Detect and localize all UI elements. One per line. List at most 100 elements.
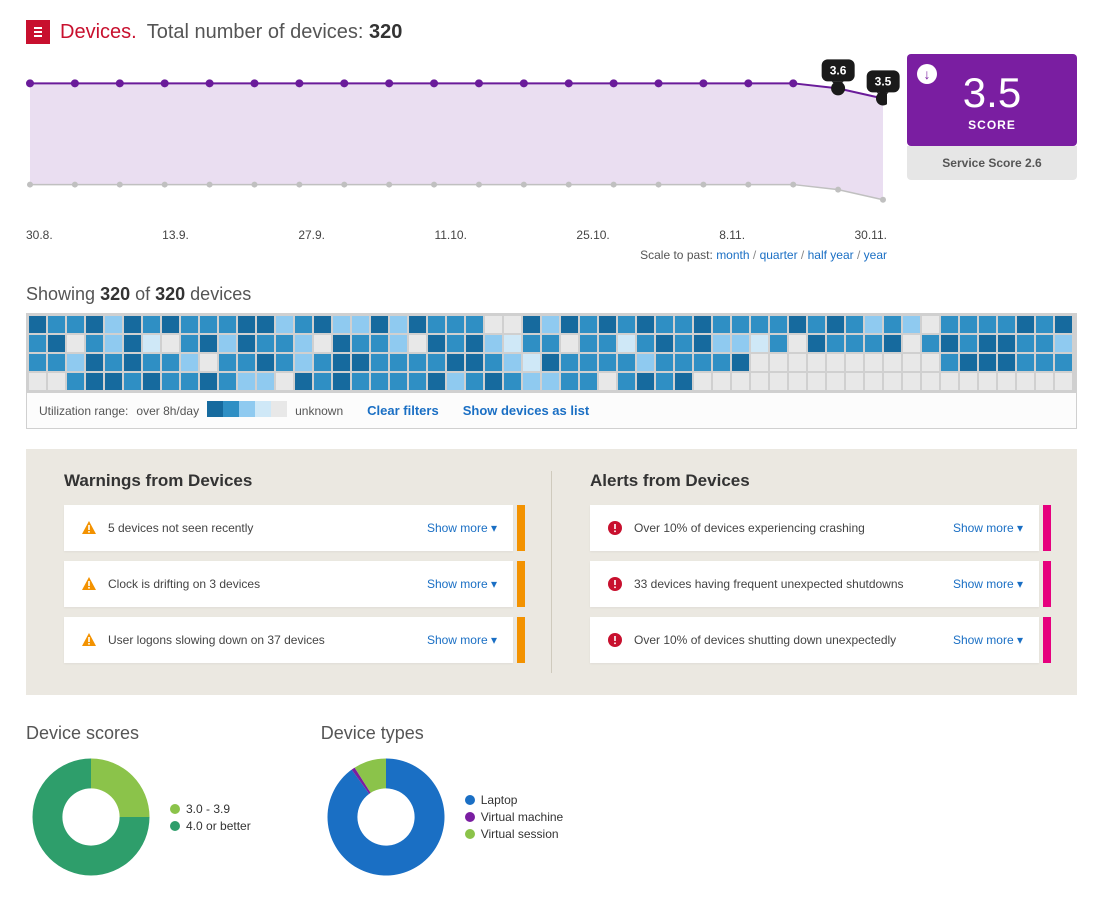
heatmap-cell[interactable] — [1055, 373, 1072, 390]
heatmap-cell[interactable] — [295, 373, 312, 390]
heatmap-cell[interactable] — [200, 373, 217, 390]
heatmap-cell[interactable] — [295, 316, 312, 333]
heatmap-cell[interactable] — [941, 373, 958, 390]
heatmap-cell[interactable] — [884, 316, 901, 333]
heatmap-cell[interactable] — [143, 335, 160, 352]
heatmap-cell[interactable] — [751, 354, 768, 371]
heatmap-cell[interactable] — [371, 354, 388, 371]
notification-item[interactable]: Over 10% of devices experiencing crashin… — [590, 505, 1039, 551]
heatmap-cell[interactable] — [105, 316, 122, 333]
heatmap-cell[interactable] — [314, 354, 331, 371]
heatmap-cell[interactable] — [808, 373, 825, 390]
notification-item[interactable]: 5 devices not seen recentlyShow more ▾ — [64, 505, 513, 551]
heatmap-cell[interactable] — [808, 316, 825, 333]
scale-link-year[interactable]: year — [864, 248, 887, 262]
heatmap-cell[interactable] — [409, 335, 426, 352]
heatmap-cell[interactable] — [409, 354, 426, 371]
heatmap-cell[interactable] — [846, 335, 863, 352]
heatmap-cell[interactable] — [998, 335, 1015, 352]
heatmap-cell[interactable] — [599, 354, 616, 371]
heatmap-cell[interactable] — [466, 316, 483, 333]
heatmap-cell[interactable] — [846, 354, 863, 371]
heatmap-cell[interactable] — [789, 373, 806, 390]
heatmap-cell[interactable] — [124, 335, 141, 352]
heatmap-cell[interactable] — [219, 373, 236, 390]
heatmap-cell[interactable] — [903, 335, 920, 352]
heatmap-cell[interactable] — [219, 354, 236, 371]
heatmap-cell[interactable] — [903, 373, 920, 390]
heatmap-cell[interactable] — [808, 335, 825, 352]
heatmap-cell[interactable] — [922, 373, 939, 390]
heatmap-cell[interactable] — [1017, 335, 1034, 352]
heatmap-cell[interactable] — [542, 335, 559, 352]
heatmap-cell[interactable] — [371, 373, 388, 390]
show-as-list-link[interactable]: Show devices as list — [463, 403, 589, 418]
heatmap-cell[interactable] — [580, 354, 597, 371]
heatmap-cell[interactable] — [238, 354, 255, 371]
scale-link-half-year[interactable]: half year — [808, 248, 854, 262]
heatmap-cell[interactable] — [561, 335, 578, 352]
heatmap-cell[interactable] — [618, 335, 635, 352]
legend-swatch[interactable] — [223, 401, 239, 417]
heatmap-cell[interactable] — [827, 316, 844, 333]
heatmap-cell[interactable] — [428, 373, 445, 390]
heatmap-cell[interactable] — [333, 354, 350, 371]
legend-swatch[interactable] — [239, 401, 255, 417]
heatmap-cell[interactable] — [352, 335, 369, 352]
heatmap-cell[interactable] — [352, 316, 369, 333]
heatmap-cell[interactable] — [86, 316, 103, 333]
show-more-link[interactable]: Show more ▾ — [953, 577, 1023, 591]
heatmap-cell[interactable] — [599, 316, 616, 333]
clear-filters-link[interactable]: Clear filters — [367, 403, 439, 418]
heatmap-cell[interactable] — [1017, 354, 1034, 371]
heatmap-cell[interactable] — [124, 354, 141, 371]
heatmap-cell[interactable] — [485, 373, 502, 390]
heatmap-cell[interactable] — [770, 373, 787, 390]
heatmap-cell[interactable] — [295, 335, 312, 352]
heatmap-cell[interactable] — [143, 373, 160, 390]
heatmap-cell[interactable] — [352, 373, 369, 390]
heatmap-cell[interactable] — [29, 335, 46, 352]
device-scores-donut[interactable] — [26, 752, 156, 882]
heatmap-cell[interactable] — [447, 316, 464, 333]
heatmap-cell[interactable] — [200, 335, 217, 352]
heatmap-cell[interactable] — [732, 373, 749, 390]
heatmap-cell[interactable] — [618, 354, 635, 371]
heatmap-cell[interactable] — [751, 316, 768, 333]
heatmap-cell[interactable] — [789, 354, 806, 371]
device-heatmap[interactable] — [26, 313, 1077, 393]
heatmap-cell[interactable] — [960, 354, 977, 371]
heatmap-cell[interactable] — [238, 316, 255, 333]
heatmap-cell[interactable] — [694, 335, 711, 352]
heatmap-cell[interactable] — [162, 316, 179, 333]
heatmap-cell[interactable] — [656, 335, 673, 352]
heatmap-cell[interactable] — [599, 335, 616, 352]
heatmap-cell[interactable] — [162, 335, 179, 352]
heatmap-cell[interactable] — [903, 316, 920, 333]
heatmap-cell[interactable] — [295, 354, 312, 371]
heatmap-cell[interactable] — [846, 373, 863, 390]
heatmap-cell[interactable] — [884, 354, 901, 371]
heatmap-cell[interactable] — [713, 354, 730, 371]
heatmap-cell[interactable] — [865, 335, 882, 352]
heatmap-cell[interactable] — [390, 373, 407, 390]
heatmap-cell[interactable] — [257, 335, 274, 352]
heatmap-cell[interactable] — [485, 354, 502, 371]
heatmap-cell[interactable] — [276, 354, 293, 371]
heatmap-cell[interactable] — [675, 316, 692, 333]
notification-item[interactable]: 33 devices having frequent unexpected sh… — [590, 561, 1039, 607]
heatmap-cell[interactable] — [333, 335, 350, 352]
heatmap-cell[interactable] — [998, 373, 1015, 390]
heatmap-cell[interactable] — [504, 335, 521, 352]
heatmap-cell[interactable] — [770, 335, 787, 352]
score-card[interactable]: ↓ 3.5 SCORE — [907, 54, 1077, 146]
heatmap-cell[interactable] — [732, 316, 749, 333]
heatmap-cell[interactable] — [466, 335, 483, 352]
heatmap-cell[interactable] — [181, 354, 198, 371]
heatmap-cell[interactable] — [580, 373, 597, 390]
heatmap-cell[interactable] — [542, 316, 559, 333]
heatmap-cell[interactable] — [751, 373, 768, 390]
show-more-link[interactable]: Show more ▾ — [427, 577, 497, 591]
heatmap-cell[interactable] — [827, 354, 844, 371]
heatmap-cell[interactable] — [428, 316, 445, 333]
